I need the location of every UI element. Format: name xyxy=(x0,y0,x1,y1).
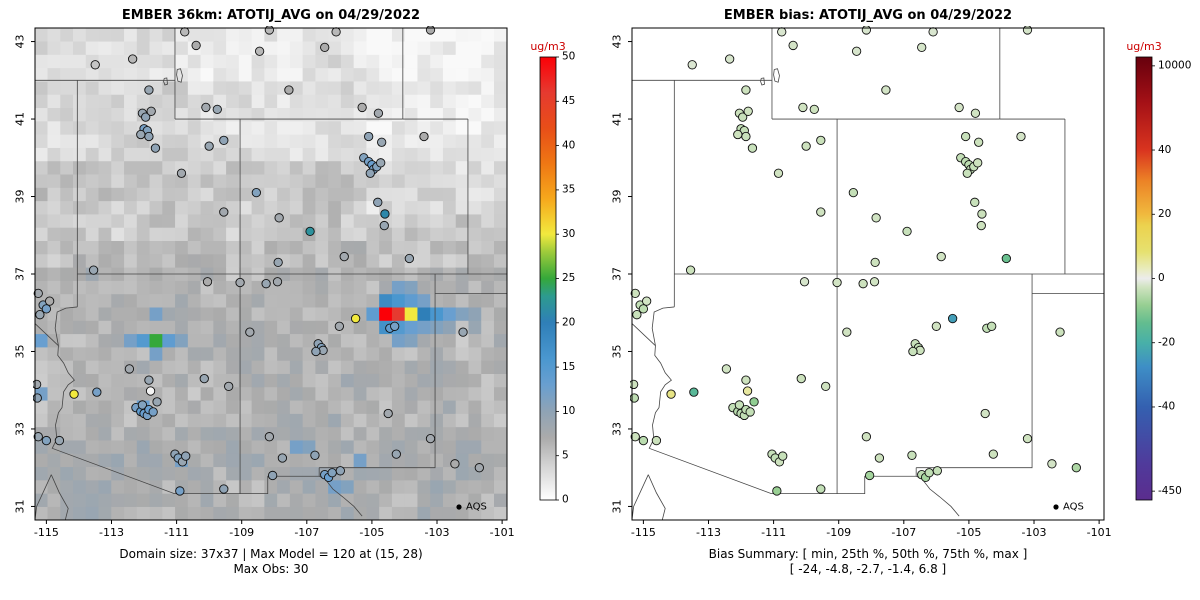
right-caption-line1: Bias Summary: [ min, 25th %, 50th %, 75t… xyxy=(708,547,1028,561)
right-panel-title: EMBER bias: ATOTIJ_AVG on 04/29/2022 xyxy=(723,8,1013,23)
right-caption: Bias Summary: [ min, 25th %, 50th %, 75t… xyxy=(632,547,1104,577)
left-caption: Domain size: 37x37 | Max Model = 120 at … xyxy=(35,547,507,577)
left-panel-title: EMBER 36km: ATOTIJ_AVG on 04/29/2022 xyxy=(121,8,421,23)
right-colorbar-unit-label: ug/m3 xyxy=(1126,40,1162,53)
left-caption-line1: Domain size: 37x37 | Max Model = 120 at … xyxy=(119,547,423,561)
left-colorbar-unit-label: ug/m3 xyxy=(530,40,566,53)
right-caption-line2: [ -24, -4.8, -2.7, -1.4, 6.8 ] xyxy=(789,562,947,576)
left-caption-line2: Max Obs: 30 xyxy=(233,562,309,576)
